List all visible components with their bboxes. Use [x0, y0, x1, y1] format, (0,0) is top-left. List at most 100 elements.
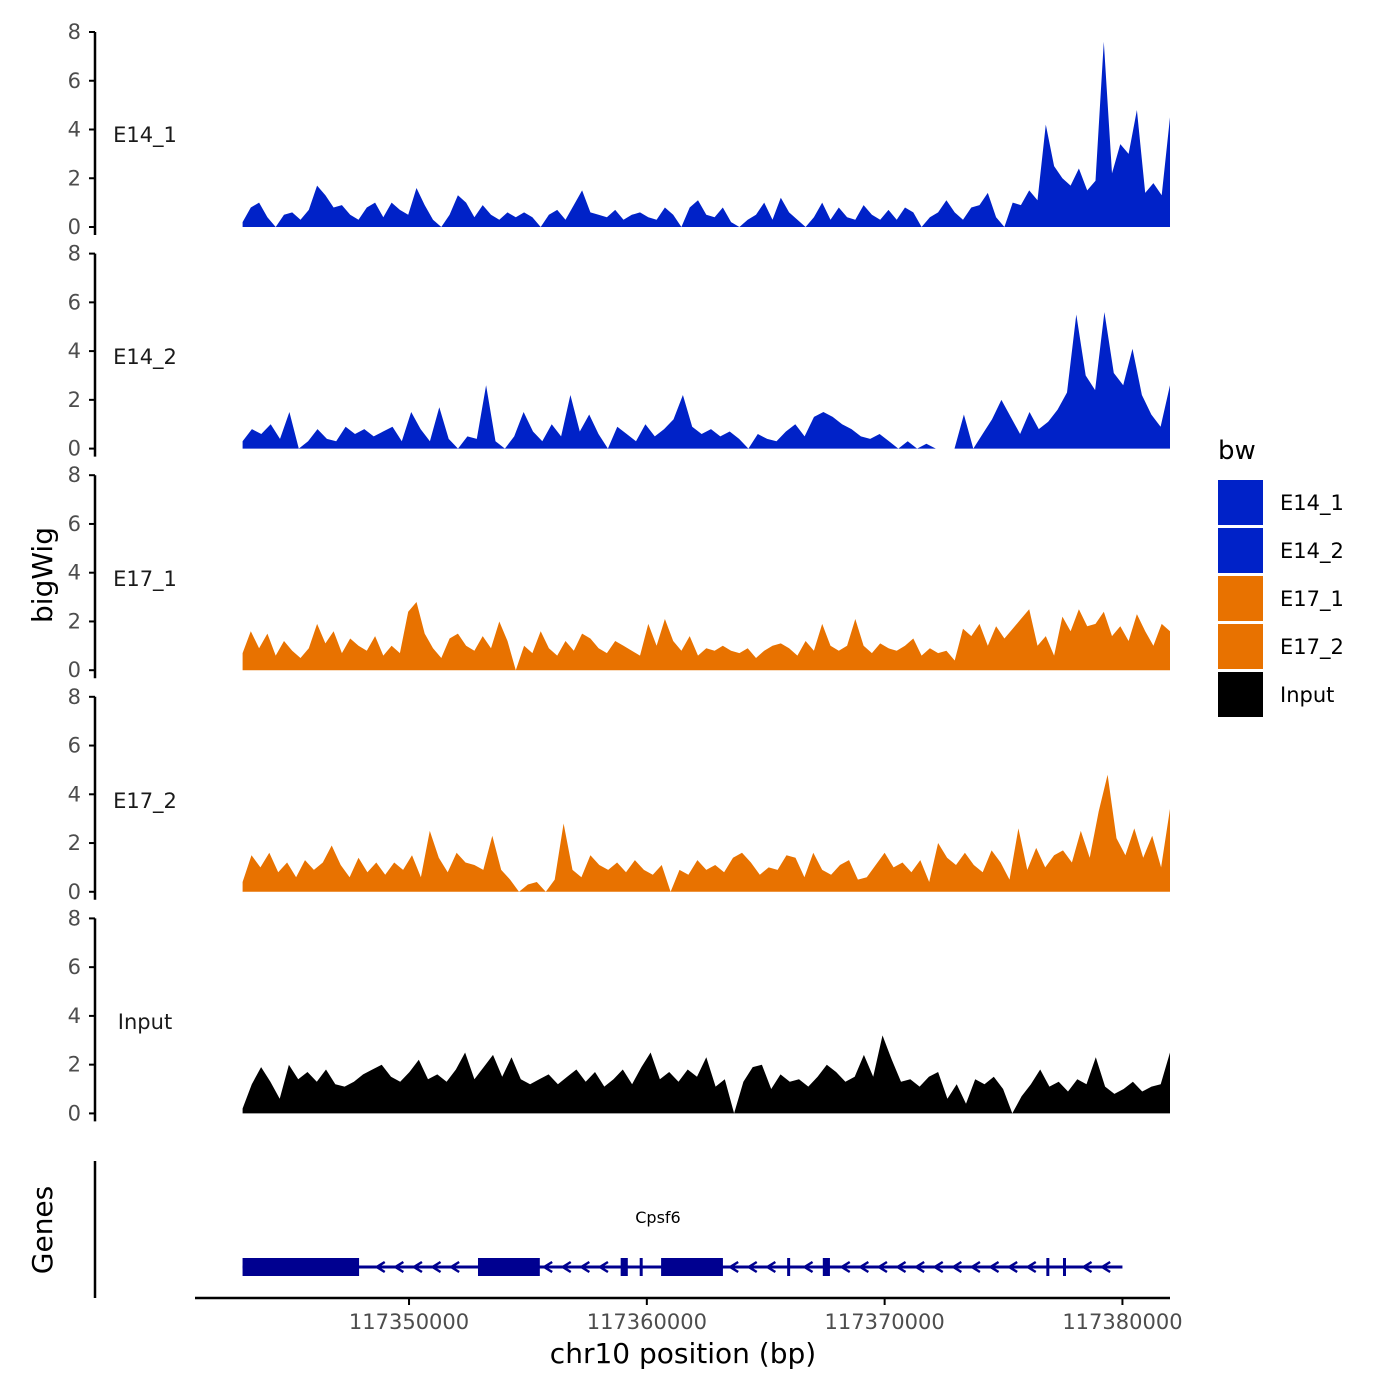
strand-arrow-icon	[1025, 1260, 1037, 1274]
y-tick-label: 6	[68, 290, 81, 314]
legend-entry: E14_2	[1218, 528, 1344, 573]
gene-exon	[639, 1258, 643, 1276]
legend-entry: E17_1	[1218, 576, 1344, 621]
strand-arrow-icon	[430, 1260, 442, 1274]
strand-arrow-icon	[393, 1260, 405, 1274]
legend-swatch	[1218, 480, 1263, 525]
y-tick-label: 0	[68, 658, 81, 682]
signal-area	[242, 312, 1171, 449]
gene-exon	[477, 1258, 540, 1276]
legend-entry: E17_2	[1218, 624, 1344, 669]
legend-label: Input	[1280, 683, 1334, 707]
y-tick-label: 0	[68, 437, 81, 461]
x-tick-label: 117360000	[587, 1310, 707, 1334]
x-tick-label: 117370000	[825, 1310, 945, 1334]
strand-arrow-icon	[765, 1260, 777, 1274]
strand-arrow-icon	[374, 1260, 386, 1274]
signal-area	[242, 1035, 1171, 1114]
y-tick-label: 2	[68, 166, 81, 190]
y-tick-label: 8	[68, 463, 81, 487]
legend-swatch	[1218, 624, 1263, 669]
strand-arrow-icon	[727, 1260, 739, 1274]
legend: bw E14_1 E14_2 E17_1 E17_2 Input	[1218, 436, 1344, 717]
legend-entry: E14_1	[1218, 480, 1344, 525]
y-tick-label: 4	[68, 782, 81, 806]
strand-arrow-icon	[951, 1260, 963, 1274]
y-tick-label: 0	[68, 880, 81, 904]
strand-arrow-icon	[839, 1260, 851, 1274]
x-axis: 117350000 117360000 117370000 117380000	[195, 1296, 1183, 1334]
track-panel: E17_2 0 2 4 6 8	[68, 685, 1171, 904]
signal-area	[242, 41, 1171, 227]
legend-swatch	[1218, 672, 1263, 717]
legend-swatch	[1218, 528, 1263, 573]
strand-arrow-icon	[858, 1260, 870, 1274]
strand-arrow-icon	[1006, 1260, 1018, 1274]
gene-exon	[1046, 1258, 1050, 1276]
track-label: E17_2	[113, 789, 177, 814]
gene-exon	[822, 1258, 830, 1276]
y-tick-label: 8	[68, 906, 81, 930]
strand-arrow-icon	[1099, 1260, 1111, 1274]
legend-label: E14_2	[1280, 539, 1344, 564]
gene-exon	[242, 1258, 360, 1276]
legend-entry: Input	[1218, 672, 1334, 717]
strand-arrow-icon	[579, 1260, 591, 1274]
strand-arrow-icon	[913, 1260, 925, 1274]
strand-arrow-icon	[988, 1260, 1000, 1274]
y-tick-label: 6	[68, 512, 81, 536]
legend-title: bw	[1218, 436, 1256, 466]
track-panels: E14_1 0 2 4 6 8 E14_2 0 2 4 6 8 E17_1 0 2 4 6 8 E17_…	[68, 20, 1171, 1125]
legend-label: E17_1	[1280, 587, 1344, 612]
track-label: Input	[118, 1010, 172, 1034]
y-tick-label: 8	[68, 685, 81, 709]
strand-arrow-icon	[411, 1260, 423, 1274]
track-label: E14_2	[113, 345, 177, 370]
track-label: E14_1	[113, 123, 177, 148]
gene-name-label: Cpsf6	[635, 1208, 680, 1227]
y-tick-label: 8	[68, 242, 81, 266]
strand-arrow-icon	[541, 1260, 553, 1274]
track-panel: E14_1 0 2 4 6 8	[68, 20, 1171, 239]
signal-area	[242, 774, 1171, 892]
track-label: E17_1	[113, 567, 177, 592]
signal-area	[242, 602, 1171, 671]
legend-label: E17_2	[1280, 635, 1344, 660]
strand-arrow-icon	[746, 1260, 758, 1274]
y-tick-label: 0	[68, 215, 81, 239]
x-axis-title: chr10 position (bp)	[550, 1337, 816, 1370]
y-tick-label: 2	[68, 1053, 81, 1077]
strand-arrow-icon	[895, 1260, 907, 1274]
gene-exon	[620, 1258, 628, 1276]
y-tick-label: 2	[68, 831, 81, 855]
gene-track: Cpsf6	[93, 1161, 1123, 1298]
strand-arrow-icon	[969, 1260, 981, 1274]
y-tick-label: 4	[68, 561, 81, 585]
strand-arrow-icon	[597, 1260, 609, 1274]
genes-axis-title: Genes	[26, 1186, 59, 1274]
y-axis-title: bigWig	[26, 527, 59, 623]
y-tick-label: 4	[68, 118, 81, 142]
legend-label: E14_1	[1280, 491, 1344, 516]
x-tick-label: 117350000	[349, 1310, 469, 1334]
x-tick-label: 117380000	[1062, 1310, 1182, 1334]
y-tick-label: 0	[68, 1101, 81, 1125]
strand-arrow-icon	[560, 1260, 572, 1274]
strand-arrow-icon	[802, 1260, 814, 1274]
y-tick-label: 2	[68, 609, 81, 633]
track-panel: E14_2 0 2 4 6 8	[68, 242, 1171, 461]
y-tick-label: 6	[68, 955, 81, 979]
strand-arrow-icon	[1081, 1260, 1093, 1274]
gene-exon	[787, 1258, 791, 1276]
y-tick-label: 2	[68, 388, 81, 412]
track-panel: Input 0 2 4 6 8	[68, 906, 1171, 1125]
y-tick-label: 4	[68, 1004, 81, 1028]
strand-arrow-icon	[932, 1260, 944, 1274]
y-tick-label: 4	[68, 339, 81, 363]
gene-exon	[661, 1258, 723, 1276]
y-tick-label: 6	[68, 734, 81, 758]
gene-exon	[1062, 1258, 1066, 1276]
legend-swatch	[1218, 576, 1263, 621]
strand-arrow-icon	[448, 1260, 460, 1274]
